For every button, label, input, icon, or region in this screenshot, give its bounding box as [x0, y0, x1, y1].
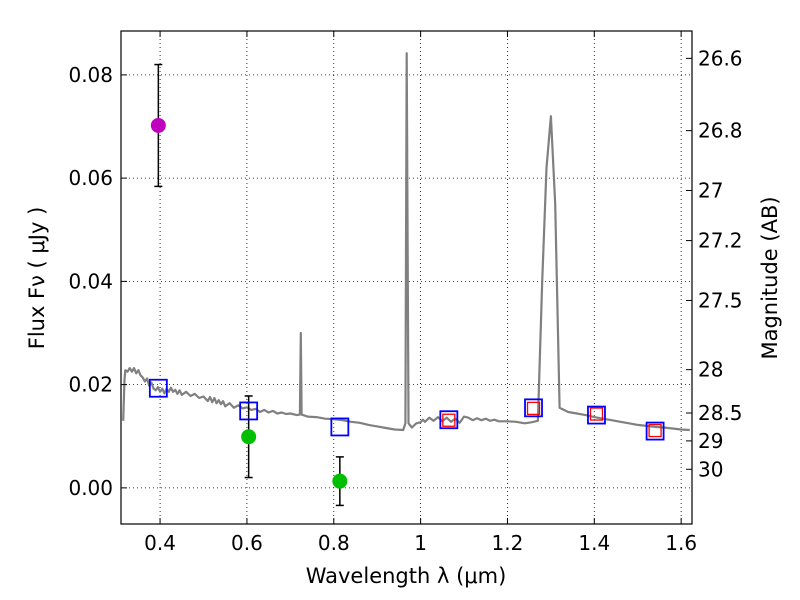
magnitude-tick-label: 26.6: [698, 46, 743, 70]
y-axis-label: Flux Fν ( μJy ): [25, 207, 49, 350]
x-tick-label: 0.6: [231, 531, 263, 555]
x-tick-label: 0.8: [318, 531, 350, 555]
magnitude-tick-label: 27.2: [698, 229, 743, 253]
model-flux-square-blue: [439, 410, 459, 430]
observed-flux-point: [150, 117, 166, 133]
photometry-markers: [148, 117, 665, 489]
magnitude-tick-label: 28: [698, 358, 723, 382]
model-flux-square-red: [589, 407, 604, 421]
magnitude-tick-label: 26.8: [698, 119, 743, 143]
x-axis-ticks: 0.4 0.6 0.8 1 1.2 1.4 1.6: [144, 31, 697, 555]
magnitude-axis-ticks: 26.6 26.8 27 27.2 27.5 28 28.5 29 30: [686, 46, 743, 481]
y-tick-label: 0.00: [68, 476, 113, 500]
y-tick-label: 0.08: [68, 63, 113, 87]
model-flux-square-blue: [645, 421, 665, 441]
model-flux-square-blue: [587, 405, 606, 425]
x-tick-label: 1.6: [665, 531, 697, 555]
y-axis-ticks: 0.00 0.02 0.04 0.06 0.08: [68, 63, 127, 500]
model-spectrum-line: [122, 52, 690, 432]
x-tick-label: 1: [414, 531, 427, 555]
spectrum-line-series: [122, 52, 690, 432]
model-flux-square-red: [648, 423, 662, 438]
model-flux-square-blue: [524, 398, 543, 418]
x-tick-label: 1.4: [578, 531, 610, 555]
magnitude-tick-label: 27: [698, 179, 723, 203]
model-flux-square-red: [442, 413, 456, 427]
plot-frame: [120, 30, 693, 525]
model-flux-square-blue: [239, 401, 259, 421]
model-flux-square-blue: [148, 378, 168, 398]
y-tick-label: 0.02: [68, 373, 113, 397]
x-tick-label: 0.4: [144, 531, 176, 555]
x-axis-label: Wavelength λ (μm): [306, 564, 507, 588]
model-flux-square-blue: [330, 417, 350, 437]
y-tick-label: 0.06: [68, 166, 113, 190]
magnitude-tick-label: 28.5: [698, 401, 743, 425]
magnitude-tick-label: 27.5: [698, 288, 743, 312]
x-tick-label: 1.2: [492, 531, 524, 555]
model-flux-square-red: [526, 401, 541, 416]
magnitude-tick-label: 29: [698, 429, 723, 453]
magnitude-tick-label: 30: [698, 457, 723, 481]
magnitude-axis-label: Magnitude (AB): [758, 196, 782, 359]
observed-flux-point: [241, 429, 257, 445]
observed-flux-point: [332, 473, 348, 489]
y-tick-label: 0.04: [68, 269, 113, 293]
